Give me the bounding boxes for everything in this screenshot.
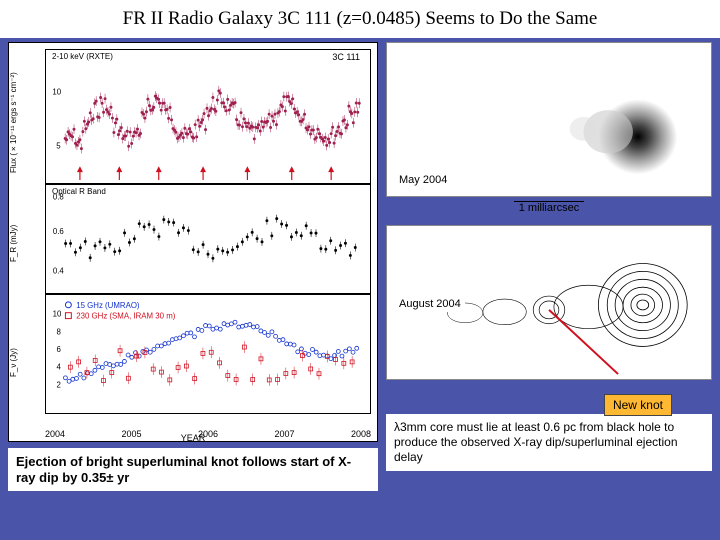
legend1: 15 GHz (UMRAO) (76, 301, 140, 310)
map2-date: August 2004 (395, 296, 465, 312)
lightcurve-stack: Flux (×10⁻¹¹ ergs s⁻¹ cm⁻²) F_R (mJy) F_… (8, 42, 378, 442)
radio-map-may: May 2004 (386, 42, 712, 197)
page-title: FR II Radio Galaxy 3C 111 (z=0.0485) See… (0, 0, 720, 38)
radio-map-aug: August 2004 (386, 225, 712, 380)
svg-text:10: 10 (52, 87, 61, 96)
svg-text:8: 8 (57, 327, 62, 336)
xray-panel: 2-10 keV (RXTE) 3C 111 10 5 (45, 49, 371, 184)
panel1-title-right: 3C 111 (332, 52, 360, 62)
legend2: 230 GHz (SMA, IRAM 30 m) (76, 312, 176, 321)
new-knot-label: New knot (604, 394, 672, 416)
radio-panel: 15 GHz (UMRAO) 230 GHz (SMA, IRAM 30 m) … (45, 294, 371, 414)
svg-text:0.6: 0.6 (53, 227, 65, 236)
svg-text:5: 5 (56, 142, 61, 151)
panel2-ylabel: F_R (mJy) (9, 203, 18, 283)
svg-text:0.4: 0.4 (53, 266, 65, 275)
caption-left: Ejection of bright superluminal knot fol… (8, 448, 378, 491)
caption-right: λ3mm core must lie at least 0.6 pc from … (386, 414, 712, 471)
main-content: Flux (×10⁻¹¹ ergs s⁻¹ cm⁻²) F_R (mJy) F_… (0, 38, 720, 536)
map1-date: May 2004 (395, 172, 451, 188)
panel1-ylabel: Flux (×10⁻¹¹ ergs s⁻¹ cm⁻²) (9, 63, 18, 183)
svg-text:10: 10 (53, 310, 62, 319)
xray-svg: 10 5 (46, 50, 370, 183)
svg-text:6: 6 (57, 345, 62, 354)
knot-indicator-line (549, 310, 618, 374)
right-column: May 2004 1 milliarcsec (386, 42, 712, 536)
panel2-label: Optical R Band (52, 187, 106, 196)
year-axis: 2004 2005 2006 2007 2008 (45, 429, 371, 439)
scale-bar: 1 milliarcsec (514, 201, 584, 219)
panel3-ylabel: F_ν (Jy) (9, 313, 18, 413)
left-column: Flux (×10⁻¹¹ ergs s⁻¹ cm⁻²) F_R (mJy) F_… (8, 42, 378, 536)
optical-panel: Optical R Band 0.8 0.6 0.4 (45, 184, 371, 294)
optical-svg: 0.8 0.6 0.4 (46, 185, 370, 293)
svg-text:2: 2 (57, 380, 61, 389)
radio-svg: 15 GHz (UMRAO) 230 GHz (SMA, IRAM 30 m) … (46, 295, 370, 413)
xaxis-label: YEAR (181, 433, 206, 443)
panel1-label: 2-10 keV (RXTE) (52, 52, 113, 61)
svg-text:4: 4 (57, 363, 62, 372)
